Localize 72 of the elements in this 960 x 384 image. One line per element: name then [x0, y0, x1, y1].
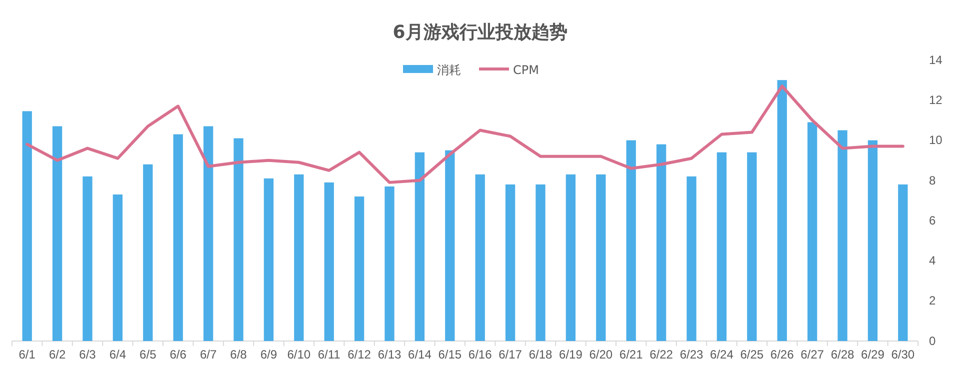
y-tick-label: 8 — [929, 173, 936, 188]
bar — [656, 144, 666, 341]
x-tick-label: 6/28 — [830, 347, 854, 362]
x-tick-label: 6/6 — [170, 347, 187, 362]
bar — [716, 152, 727, 341]
x-tick-label: 6/9 — [260, 347, 278, 362]
bar — [505, 184, 516, 341]
bar — [807, 122, 818, 341]
x-tick-label: 6/2 — [48, 347, 66, 362]
y-tick-label: 6 — [929, 213, 936, 228]
x-tick-label: 6/29 — [861, 347, 885, 362]
bar — [324, 182, 334, 341]
y-tick-label: 0 — [929, 334, 936, 348]
bar — [898, 184, 908, 341]
x-tick-label: 6/8 — [230, 347, 248, 362]
x-tick-label: 6/22 — [650, 347, 674, 362]
bar — [112, 194, 123, 341]
line-series — [26, 84, 904, 184]
bar — [22, 111, 32, 341]
x-tick-label: 6/21 — [619, 347, 644, 362]
bar — [294, 174, 304, 341]
bar — [868, 140, 878, 341]
x-tick-label: 6/24 — [710, 347, 734, 362]
bar — [838, 130, 848, 341]
bar — [354, 196, 364, 341]
bar — [777, 80, 787, 341]
y-tick-label: 14 — [929, 52, 943, 67]
x-tick-label: 6/26 — [770, 347, 794, 362]
bar — [173, 134, 183, 341]
bar — [384, 186, 394, 341]
x-tick-label: 6/4 — [109, 347, 126, 362]
bar — [626, 140, 636, 341]
bar — [264, 178, 274, 341]
y-tick-label: 4 — [929, 254, 936, 268]
x-tick-label: 6/1 — [18, 347, 36, 362]
x-tick-label: 6/13 — [378, 347, 402, 362]
x-tick-label: 6/27 — [800, 347, 824, 362]
legend-label: CPM — [513, 63, 539, 77]
x-tick-label: 6/17 — [498, 347, 522, 362]
legend-label: 消耗 — [437, 63, 462, 77]
bar — [203, 126, 214, 341]
x-tick-label: 6/12 — [348, 347, 372, 362]
x-tick-label: 6/11 — [318, 347, 341, 362]
bar — [747, 152, 757, 341]
bar — [566, 174, 576, 341]
bar — [143, 164, 153, 341]
x-tick-label: 6/23 — [680, 347, 704, 362]
x-tick-label: 6/16 — [468, 347, 492, 362]
x-tick-label: 6/19 — [559, 347, 583, 362]
chart-title: 6月游戏行业投放趋势 — [392, 22, 568, 43]
x-tick-label: 6/3 — [79, 347, 96, 362]
x-tick-label: 6/30 — [891, 347, 915, 362]
bar — [596, 174, 606, 341]
x-tick-label: 6/20 — [589, 347, 613, 362]
bar — [414, 152, 425, 341]
x-tick-label: 6/25 — [740, 347, 764, 362]
bar — [686, 176, 696, 341]
bar — [475, 174, 485, 341]
bar — [536, 184, 546, 341]
bar — [445, 150, 455, 341]
x-tick-label: 6/10 — [287, 347, 311, 362]
y-tick-label: 2 — [929, 294, 936, 308]
x-tick-label: 6/15 — [438, 347, 462, 362]
bar — [52, 126, 62, 341]
y-tick-label: 12 — [929, 92, 943, 107]
bar — [82, 176, 92, 341]
x-tick-label: 6/5 — [140, 347, 157, 362]
x-tick-label: 6/7 — [200, 347, 217, 362]
x-tick-label: 6/14 — [408, 347, 432, 362]
x-tick-label: 6/18 — [528, 347, 552, 362]
bar — [234, 138, 244, 341]
y-tick-label: 10 — [929, 133, 943, 148]
